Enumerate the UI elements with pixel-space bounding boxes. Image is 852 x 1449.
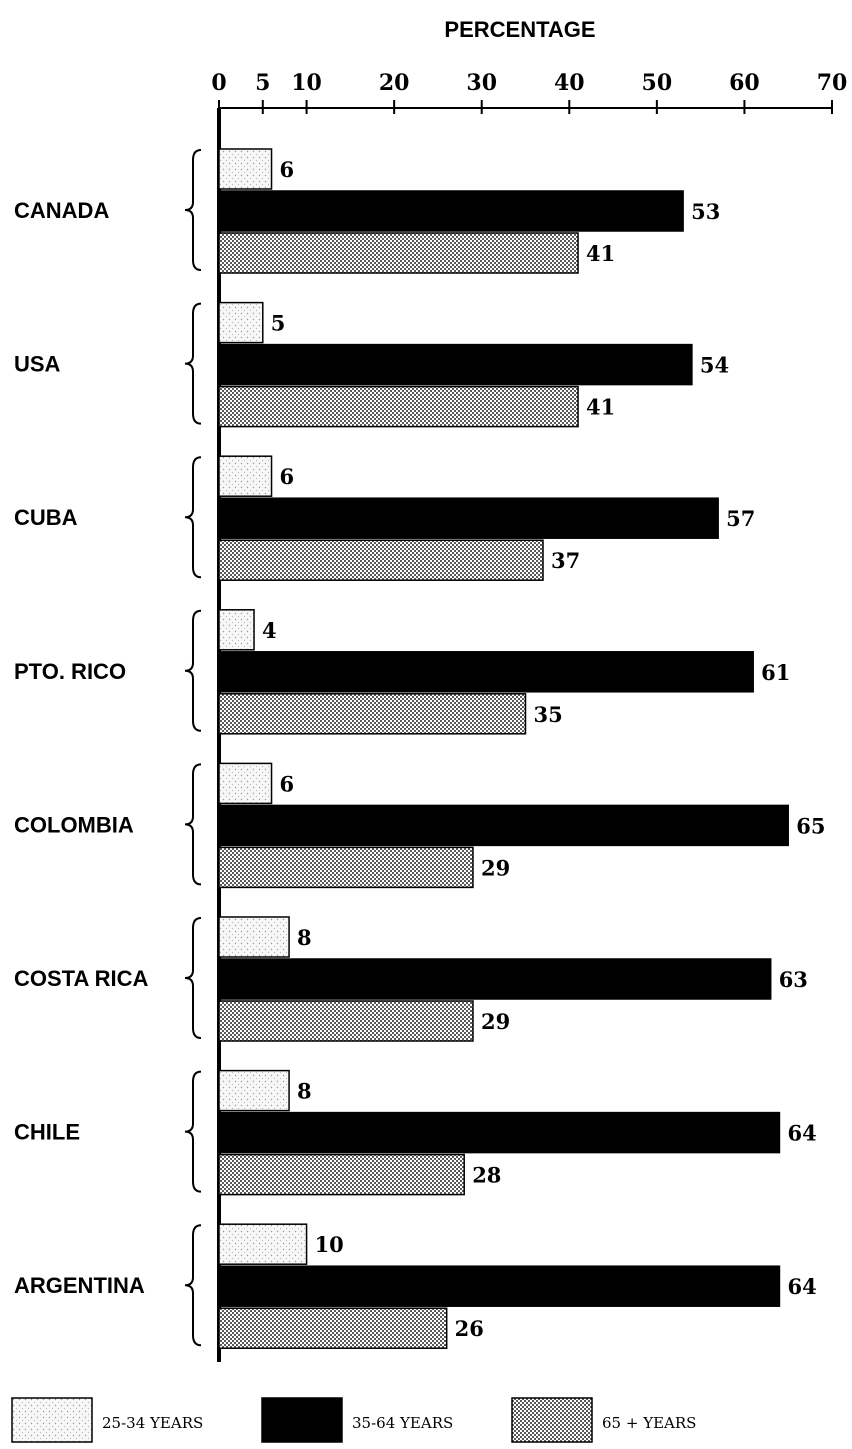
x-tick-label: 5 — [255, 70, 270, 96]
bar — [218, 343, 693, 386]
legend: 25-34 YEARS 35-64 YEARS 65 + YEARS — [11, 1397, 696, 1443]
group-brace — [184, 917, 202, 1039]
bar — [218, 651, 754, 693]
group-brace — [184, 149, 202, 271]
bar — [218, 232, 579, 274]
bar-value-label: 6 — [280, 157, 295, 182]
bar-value-label: 10 — [315, 1232, 344, 1257]
bar-value-label: 54 — [700, 353, 729, 378]
legend-swatch — [11, 1397, 93, 1443]
group-brace — [184, 456, 202, 579]
x-tick-label: 0 — [211, 70, 226, 96]
bar-value-label: 61 — [761, 660, 790, 685]
category-label: USA — [14, 352, 61, 377]
bar-value-label: 26 — [455, 1316, 484, 1341]
bar — [218, 190, 684, 232]
bar — [218, 539, 544, 581]
bar-value-label: 35 — [534, 702, 563, 727]
x-tick-label: 60 — [729, 70, 760, 96]
group-brace — [184, 1224, 202, 1347]
category-label: COLOMBIA — [14, 812, 134, 837]
chart-title: PERCENTAGE — [444, 17, 595, 42]
group-brace — [184, 609, 202, 732]
bar — [218, 1307, 448, 1349]
bar-value-label: 6 — [280, 464, 295, 489]
category-label: CHILE — [14, 1120, 80, 1145]
bar-value-label: 63 — [779, 967, 808, 992]
category-label: CANADA — [14, 198, 109, 223]
bar — [218, 148, 273, 190]
x-tick-label: 40 — [554, 70, 585, 96]
bar-value-label: 8 — [297, 1079, 312, 1104]
legend-label: 35-64 YEARS — [352, 1414, 453, 1432]
category-label: CUBA — [14, 505, 78, 530]
x-tick-label: 10 — [291, 70, 322, 96]
category-label: COSTA RICA — [14, 966, 149, 991]
bar — [218, 958, 772, 1000]
category-group: PTO. RICO 4 61 35 — [14, 609, 790, 735]
bar-value-label: 41 — [586, 241, 615, 266]
bar — [218, 301, 264, 344]
x-tick-label: 50 — [642, 70, 673, 96]
bar-value-label: 4 — [262, 618, 277, 643]
legend-item: 35-64 YEARS — [261, 1397, 453, 1443]
group-brace — [184, 302, 202, 425]
x-tick-label: 20 — [379, 70, 410, 96]
bar-value-label: 65 — [796, 813, 825, 838]
bar-value-label: 53 — [691, 199, 720, 224]
legend-swatch — [511, 1397, 593, 1443]
group-brace — [184, 1070, 202, 1193]
bar-value-label: 29 — [481, 1009, 510, 1034]
bar-value-label: 29 — [481, 855, 510, 880]
bar — [218, 385, 579, 428]
bar-value-label: 6 — [280, 771, 295, 796]
bar-value-label: 64 — [787, 1274, 816, 1299]
x-tick-label: 70 — [817, 70, 848, 96]
bar — [218, 693, 527, 735]
category-group: CHILE 8 64 28 — [14, 1069, 817, 1196]
category-label: ARGENTINA — [14, 1273, 145, 1298]
category-group: CUBA 6 57 37 — [14, 455, 755, 581]
bar — [218, 497, 719, 539]
category-group: COSTA RICA 8 63 29 — [14, 916, 808, 1042]
bar — [218, 1000, 474, 1042]
bar-value-label: 5 — [271, 311, 286, 336]
x-tick-label: 30 — [466, 70, 497, 96]
category-group: ARGENTINA 10 64 26 — [14, 1223, 817, 1349]
legend-item: 65 + YEARS — [511, 1397, 696, 1443]
bar-value-label: 41 — [586, 395, 615, 420]
bar-value-label: 8 — [297, 925, 312, 950]
legend-label: 25-34 YEARS — [102, 1414, 203, 1432]
bar-value-label: 37 — [551, 548, 580, 573]
bar — [218, 1223, 308, 1265]
category-label: PTO. RICO — [14, 659, 126, 684]
bar — [218, 804, 789, 847]
category-group: USA 5 54 41 — [14, 301, 729, 428]
bar — [218, 455, 273, 497]
bar-value-label: 64 — [787, 1121, 816, 1146]
bar — [218, 609, 255, 651]
legend-item: 25-34 YEARS — [11, 1397, 203, 1443]
bar — [218, 1111, 781, 1154]
bar — [218, 1265, 781, 1307]
bar — [218, 762, 273, 805]
category-group: CANADA 6 53 41 — [14, 148, 720, 274]
bar — [218, 1069, 290, 1112]
bar — [218, 1153, 465, 1196]
bar — [218, 846, 474, 889]
legend-swatch — [261, 1397, 343, 1443]
group-brace — [184, 763, 202, 886]
category-group: COLOMBIA 6 65 29 — [14, 762, 825, 889]
bar-value-label: 57 — [726, 506, 755, 531]
bar — [218, 916, 290, 958]
legend-label: 65 + YEARS — [602, 1414, 696, 1432]
bar-value-label: 28 — [472, 1163, 501, 1188]
